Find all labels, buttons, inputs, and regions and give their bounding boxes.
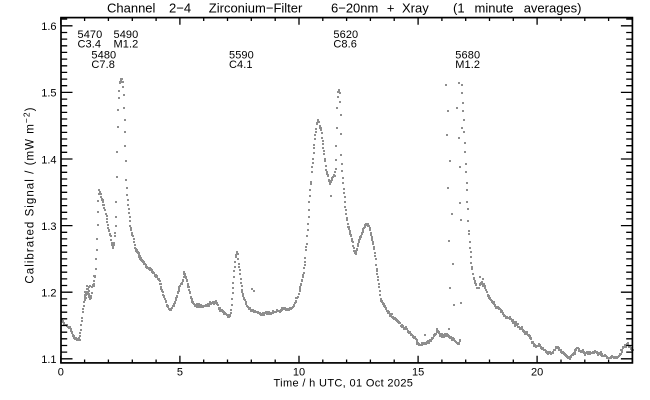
- svg-text:C7.8: C7.8: [91, 59, 115, 71]
- svg-text:Channel: Channel: [107, 0, 156, 15]
- svg-text:5480: 5480: [91, 50, 116, 62]
- svg-text:Zirconium−Filter: Zirconium−Filter: [209, 0, 303, 15]
- svg-text:Time / h UTC, 01 Oct 2025: Time / h UTC, 01 Oct 2025: [274, 377, 414, 389]
- svg-text:M1.2: M1.2: [114, 39, 139, 51]
- svg-text:+: +: [387, 0, 395, 15]
- svg-text:Calibrated Signal / (mW m−2): Calibrated Signal / (mW m−2): [22, 106, 37, 283]
- svg-text:1.6: 1.6: [41, 21, 56, 33]
- svg-text:C4.1: C4.1: [229, 59, 253, 71]
- svg-text:(1: (1: [453, 0, 465, 15]
- svg-text:minute: minute: [475, 0, 514, 15]
- svg-text:5620: 5620: [333, 29, 358, 41]
- svg-text:1.2: 1.2: [41, 288, 56, 300]
- svg-text:C8.6: C8.6: [333, 39, 357, 51]
- svg-text:Xray: Xray: [402, 0, 429, 15]
- svg-text:C3.4: C3.4: [78, 39, 102, 51]
- svg-text:5470: 5470: [78, 29, 103, 41]
- svg-text:5: 5: [177, 367, 183, 379]
- svg-text:20: 20: [531, 367, 543, 379]
- svg-text:1.5: 1.5: [41, 88, 56, 100]
- svg-text:6−20nm: 6−20nm: [331, 0, 378, 15]
- svg-text:1.3: 1.3: [41, 221, 56, 233]
- svg-text:1.4: 1.4: [41, 154, 56, 166]
- svg-text:5590: 5590: [229, 50, 254, 62]
- svg-text:5680: 5680: [455, 50, 480, 62]
- svg-text:5490: 5490: [114, 29, 139, 41]
- svg-text:0: 0: [58, 367, 64, 379]
- svg-text:2−4: 2−4: [169, 0, 191, 15]
- svg-text:10: 10: [293, 367, 305, 379]
- svg-text:1.1: 1.1: [41, 354, 56, 366]
- svg-text:15: 15: [412, 367, 424, 379]
- svg-text:M1.2: M1.2: [455, 59, 480, 71]
- svg-text:averages): averages): [524, 0, 582, 15]
